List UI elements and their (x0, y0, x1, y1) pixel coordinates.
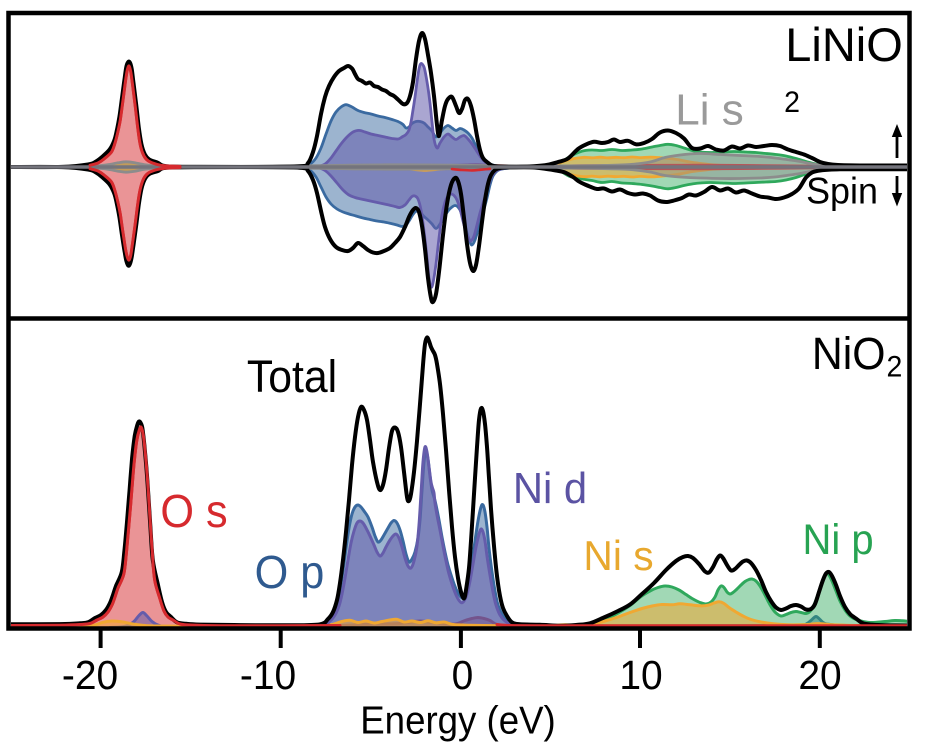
svg-text:Total: Total (247, 352, 337, 402)
svg-text:Spin: Spin (806, 170, 878, 212)
svg-text:2: 2 (887, 351, 903, 384)
svg-text:10: 10 (619, 653, 662, 698)
svg-text:O s: O s (160, 487, 227, 537)
svg-text:0: 0 (452, 653, 474, 698)
svg-text:Ni d: Ni d (513, 464, 587, 513)
svg-text:Ni s: Ni s (583, 532, 653, 579)
svg-text:NiO: NiO (812, 329, 886, 379)
svg-text:20: 20 (798, 653, 841, 698)
svg-text:-20: -20 (62, 653, 118, 698)
svg-text:Energy (eV): Energy (eV) (360, 699, 556, 742)
svg-text:LiNiO: LiNiO (785, 18, 903, 71)
svg-text:2: 2 (784, 86, 800, 119)
svg-text:Li s: Li s (675, 86, 743, 135)
svg-text:-10: -10 (240, 653, 296, 698)
svg-text:Ni p: Ni p (802, 515, 873, 564)
svg-text:O p: O p (255, 548, 325, 598)
